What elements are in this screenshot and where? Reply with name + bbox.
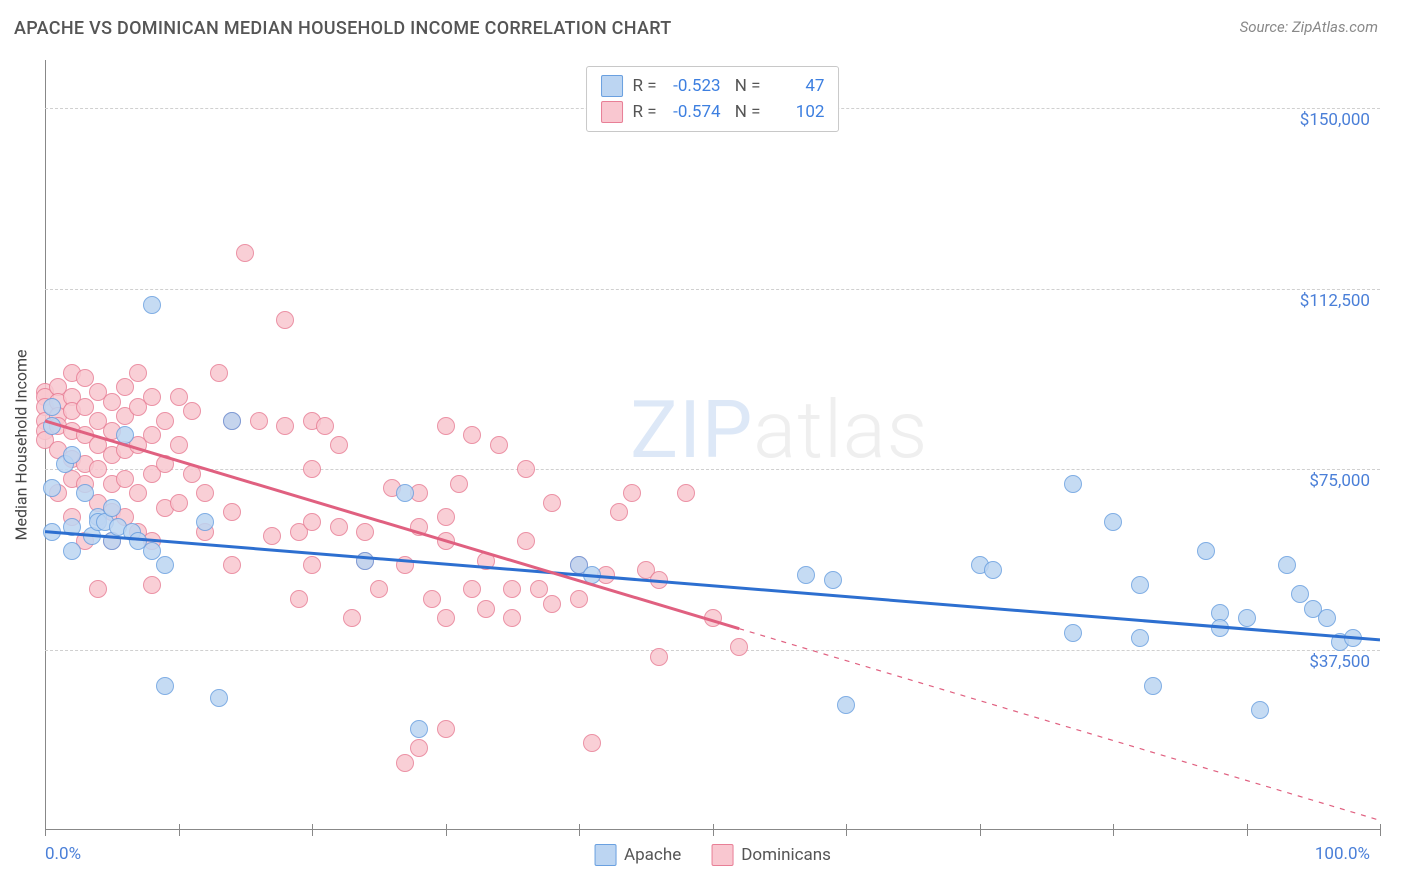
chart-title: APACHE VS DOMINICAN MEDIAN HOUSEHOLD INC… (14, 18, 671, 39)
correlation-legend: R =-0.523 N =47 R =-0.574 N =102 (586, 66, 840, 132)
legend-row-dominicans: R =-0.574 N =102 (601, 99, 825, 125)
series-legend: Apache Dominicans (594, 844, 831, 866)
chart-area: Median Household Income ZIPatlas $37,500… (45, 60, 1380, 830)
x-axis-max-label: 100.0% (1315, 844, 1370, 864)
legend-item-dominicans: Dominicans (711, 844, 831, 866)
legend-item-apache: Apache (594, 844, 681, 866)
legend-row-apache: R =-0.523 N =47 (601, 73, 825, 99)
x-axis-min-label: 0.0% (45, 844, 81, 864)
source-attribution: Source: ZipAtlas.com (1240, 18, 1378, 36)
y-axis-label: Median Household Income (12, 350, 31, 541)
scatter-plot: $37,500$75,000$112,500$150,000 (45, 60, 1380, 830)
